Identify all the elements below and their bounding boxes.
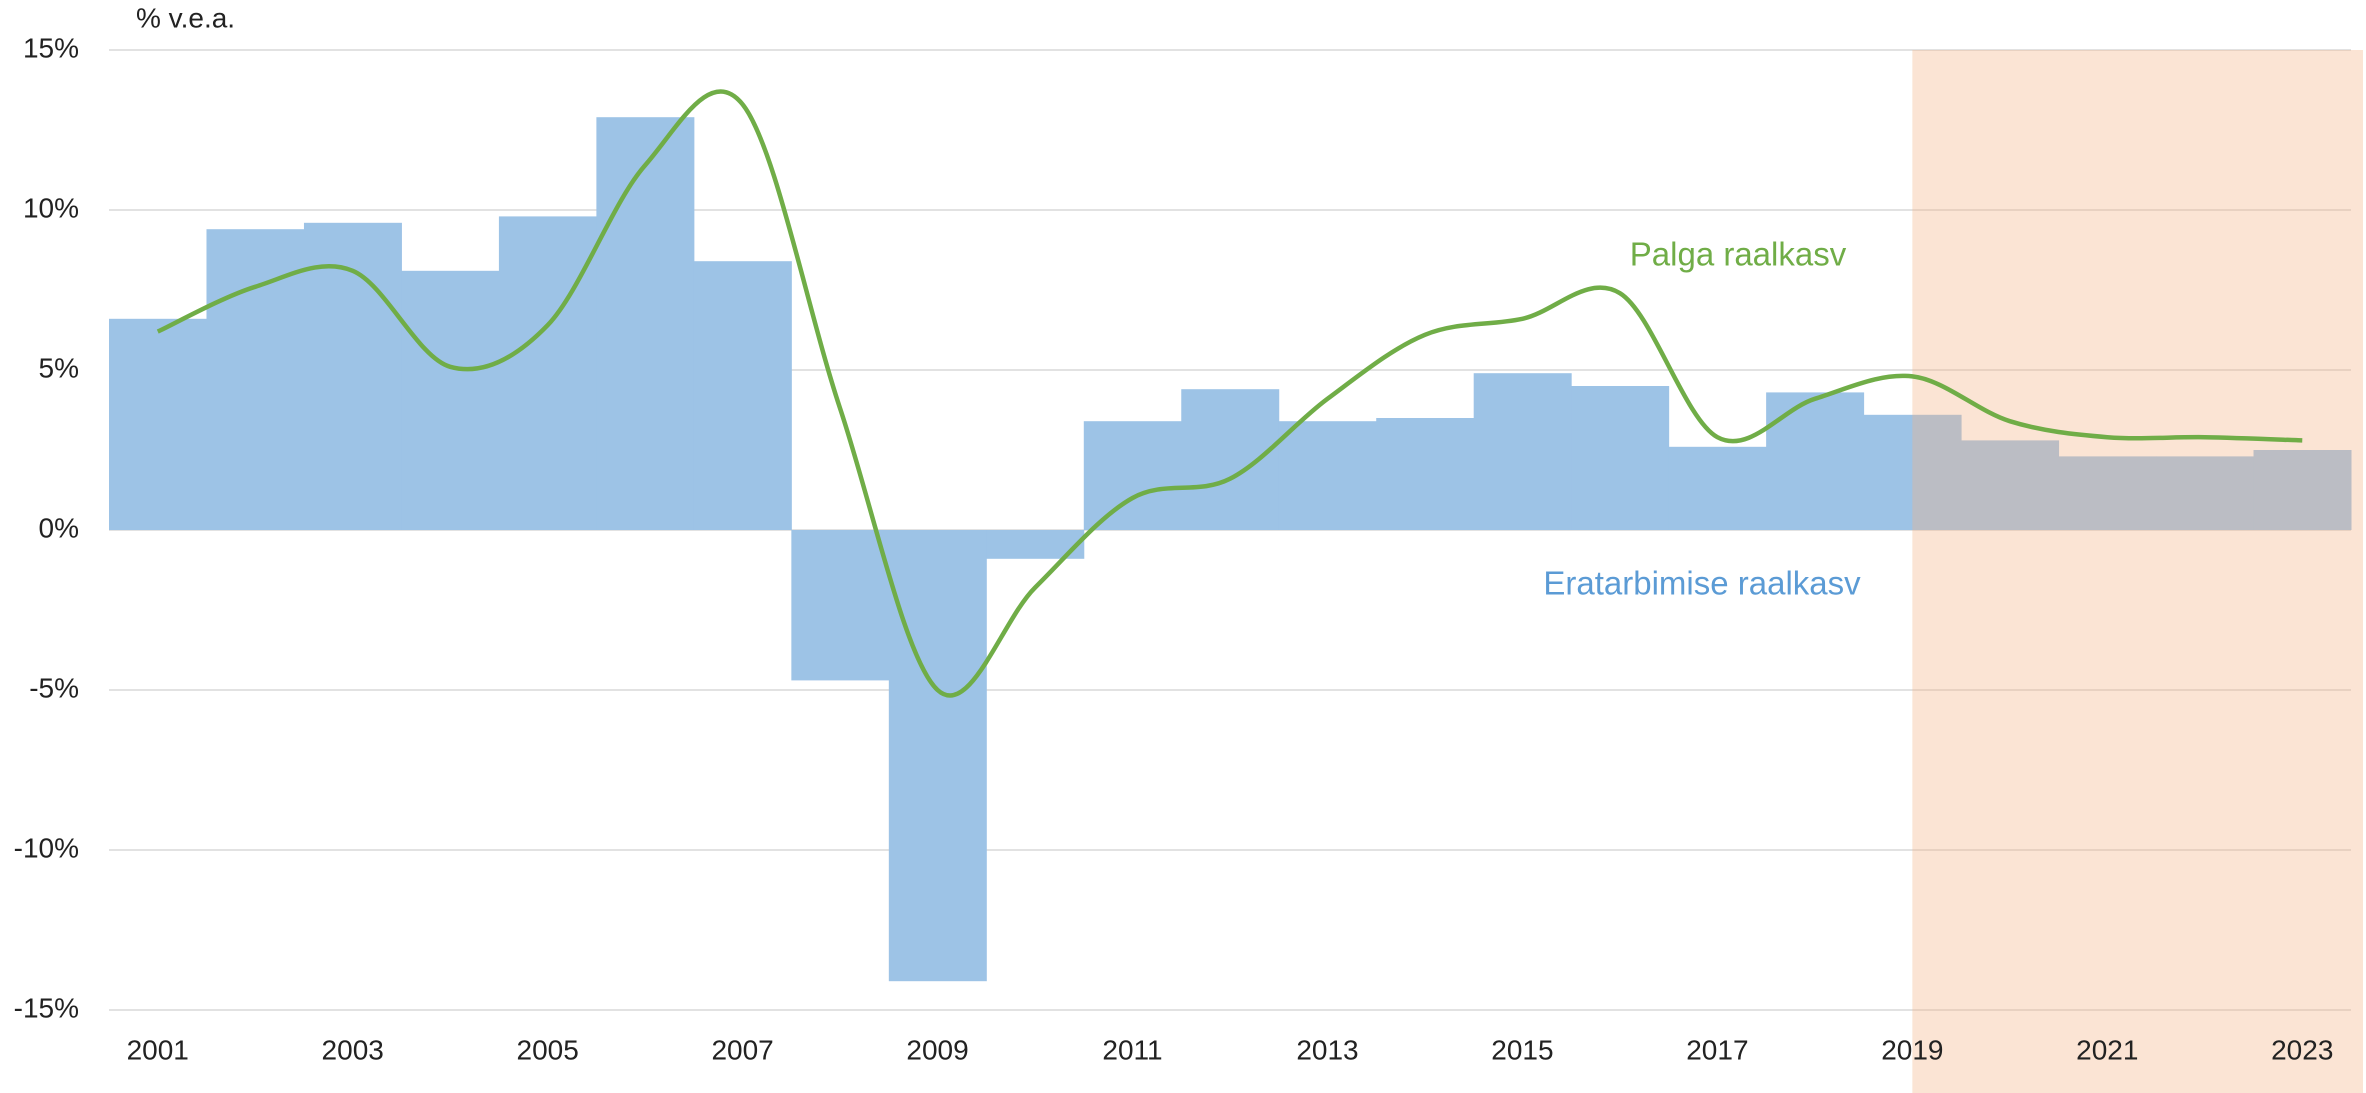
bar bbox=[2253, 450, 2352, 530]
bar bbox=[109, 318, 207, 530]
bar bbox=[791, 530, 890, 681]
x-tick-label: 2021 bbox=[2076, 1034, 2138, 1065]
y-tick-label: -10% bbox=[14, 832, 79, 863]
line bbox=[156, 89, 2303, 698]
x-tick-label: 2003 bbox=[322, 1034, 384, 1065]
bar bbox=[303, 222, 402, 531]
bar bbox=[2058, 456, 2157, 530]
bar bbox=[693, 261, 792, 530]
bar bbox=[206, 229, 305, 530]
x-tick-label: 2019 bbox=[1881, 1034, 1943, 1065]
bar bbox=[1766, 392, 1865, 530]
bar bbox=[1863, 414, 1962, 530]
x-tick-label: 2013 bbox=[1296, 1034, 1358, 1065]
bar bbox=[1278, 421, 1377, 530]
bar bbox=[2156, 456, 2255, 530]
bar bbox=[1961, 440, 2060, 530]
bar bbox=[1376, 418, 1475, 530]
x-tick-label: 2009 bbox=[906, 1034, 968, 1065]
bar bbox=[1473, 373, 1572, 530]
bar bbox=[888, 530, 987, 982]
y-tick-label: -15% bbox=[14, 992, 79, 1023]
x-tick-label: 2023 bbox=[2271, 1034, 2333, 1065]
bar bbox=[498, 216, 597, 530]
series-label: Palga raalkasv bbox=[1630, 236, 1847, 273]
y-tick-label: 10% bbox=[23, 192, 79, 223]
y-tick-label: -5% bbox=[29, 672, 79, 703]
forecast-shade bbox=[1912, 50, 2363, 1093]
bar bbox=[1181, 389, 1280, 530]
bar bbox=[1571, 386, 1670, 530]
x-tick-label: 2005 bbox=[517, 1034, 579, 1065]
x-tick-label: 2007 bbox=[711, 1034, 773, 1065]
x-tick-label: 2001 bbox=[127, 1034, 189, 1065]
x-tick-label: 2017 bbox=[1686, 1034, 1748, 1065]
bar bbox=[1083, 421, 1182, 530]
y-tick-label: 0% bbox=[39, 512, 79, 543]
y-axis-title: % v.e.a. bbox=[136, 2, 235, 33]
series-label: Eratarbimise raalkasv bbox=[1543, 565, 1861, 602]
x-tick-label: 2011 bbox=[1102, 1034, 1162, 1065]
bar bbox=[1668, 446, 1767, 530]
bar bbox=[401, 270, 500, 530]
y-tick-label: 15% bbox=[23, 32, 79, 63]
bar bbox=[596, 117, 695, 530]
x-tick-label: 2015 bbox=[1491, 1034, 1553, 1065]
y-tick-label: 5% bbox=[39, 352, 79, 383]
